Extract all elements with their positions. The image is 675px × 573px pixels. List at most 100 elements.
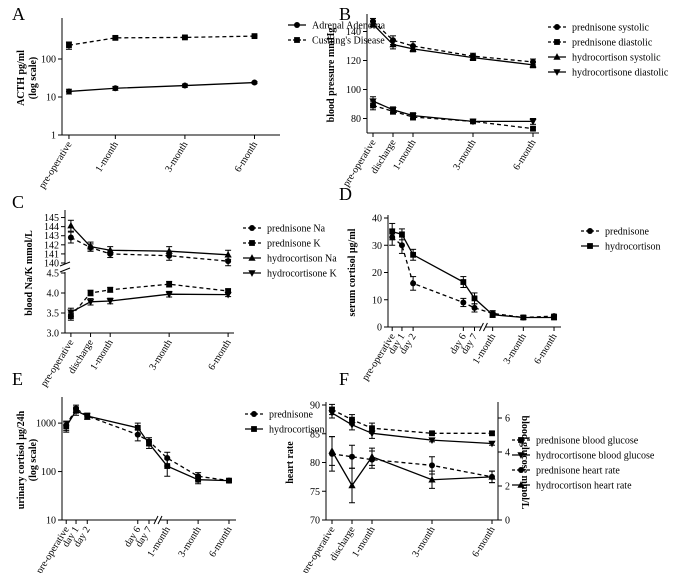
y-tick-label: 100 xyxy=(346,85,361,96)
data-point xyxy=(182,34,188,41)
legend-marker xyxy=(251,411,257,417)
data-point xyxy=(399,231,405,238)
data-point xyxy=(409,112,417,120)
y-tick-label: 10 xyxy=(46,516,56,527)
legend-marker xyxy=(248,270,256,277)
legend-marker xyxy=(517,481,525,488)
data-point xyxy=(146,440,152,447)
series-line xyxy=(372,20,534,63)
legend: Adrenal Adenoma Cushing's Disease xyxy=(288,21,386,47)
y-tick-label: 75 xyxy=(310,487,320,498)
legend-marker xyxy=(587,243,593,249)
data-point xyxy=(67,234,74,241)
series-line xyxy=(372,23,534,66)
series-line xyxy=(392,230,555,319)
series-prednisone-systolic xyxy=(370,17,536,66)
legend-marker xyxy=(249,225,255,231)
data-point xyxy=(106,298,114,305)
series-hydrocortison xyxy=(63,406,232,485)
series-line xyxy=(331,450,493,487)
x-tick-label: 1-month xyxy=(94,140,121,175)
panel-letter: A xyxy=(12,4,25,24)
axes xyxy=(64,210,234,334)
x-tick-label: 3-month xyxy=(147,338,174,373)
y-axis-break xyxy=(62,264,68,272)
series-line xyxy=(70,283,229,317)
series-line xyxy=(68,81,255,93)
data-point xyxy=(460,299,467,306)
panel-letter: B xyxy=(339,4,351,24)
data-point xyxy=(428,475,436,483)
data-point xyxy=(389,107,397,114)
x-tick-label: 6-month xyxy=(511,138,538,173)
legend-label: prednisone xyxy=(269,410,313,421)
data-point xyxy=(164,463,171,469)
y-tick-label: 0 xyxy=(505,516,510,527)
panel-letter: F xyxy=(339,369,349,389)
series-line xyxy=(68,35,255,46)
data-point xyxy=(66,42,72,49)
y-tick-label: 1 xyxy=(51,131,56,142)
legend-label: hydrocortison xyxy=(269,425,325,436)
data-point xyxy=(73,407,79,414)
series-line xyxy=(372,104,534,130)
panel-letter: E xyxy=(12,369,23,389)
series-line xyxy=(70,225,229,256)
y-tick-label: 2 xyxy=(505,482,510,493)
data-point xyxy=(368,452,376,460)
series-line xyxy=(331,412,493,445)
data-point xyxy=(429,430,435,437)
panel-letter: D xyxy=(339,184,352,204)
data-point xyxy=(471,304,478,311)
legend-marker xyxy=(248,254,256,261)
y-axis-break-mark xyxy=(59,261,71,267)
y-tick-label: 80 xyxy=(351,114,361,125)
data-point xyxy=(389,228,396,235)
legend-marker xyxy=(587,228,593,234)
legend-label: hydrocortison heart rate xyxy=(536,481,632,492)
series-hydrocortison-heart-rate xyxy=(328,436,496,504)
y-tick-label: 4.0 xyxy=(47,289,60,300)
chart-panel-e: E 10 100 1000 urinary cortisol μg/24h (log sc… xyxy=(12,369,325,573)
y-tick-label: 3.5 xyxy=(47,309,60,320)
data-point xyxy=(369,20,377,27)
y-axis-label: ACTH pg/ml xyxy=(16,50,27,106)
y-tick-label: 140 xyxy=(44,259,59,270)
y-tick-label: 4 xyxy=(505,448,510,459)
data-point xyxy=(106,246,114,253)
series-hydrocortison xyxy=(389,222,558,321)
data-point xyxy=(225,288,232,294)
y-tick-label: 80 xyxy=(310,458,320,469)
legend-marker xyxy=(249,240,255,246)
legend: prednisone systolic prednisone diastolic h… xyxy=(548,23,669,79)
data-point xyxy=(86,299,95,306)
legend: prednisone hydrocortison xyxy=(245,410,325,436)
x-tick-label: 3-month xyxy=(451,138,478,173)
data-point xyxy=(389,40,397,48)
y-tick-label: 4.5 xyxy=(47,269,60,280)
y-axis-break-mark xyxy=(59,267,71,273)
y-tick-label: 141 xyxy=(44,249,59,260)
series-cushing-s-disease xyxy=(65,33,258,50)
y-tick-label: 85 xyxy=(310,429,320,440)
data-point xyxy=(134,424,141,431)
data-point xyxy=(165,291,173,299)
axes xyxy=(366,14,539,134)
y-tick-label: 20 xyxy=(372,268,382,279)
y-tick-label: 70 xyxy=(310,516,320,527)
legend-label: hydrocortisone blood glucose xyxy=(536,451,655,462)
y-tick-label: 142 xyxy=(44,240,59,251)
legend-label: hydrocortison xyxy=(605,242,661,253)
legend-label: prednisone Na xyxy=(267,224,326,235)
series-prednisone-heart-rate xyxy=(329,436,495,484)
legend-label: hydrocortisone K xyxy=(267,269,337,280)
data-point xyxy=(67,309,75,317)
data-point xyxy=(520,314,527,321)
y-tick-label: 6 xyxy=(505,414,510,425)
series-hydrocortisone-blood-glucose xyxy=(328,407,496,448)
chart-panel-f: F 70 75 80 85 90 0 2 4 6 heart rate blood glucose m… xyxy=(285,369,655,573)
x-tick-label: pre-operative xyxy=(37,139,75,191)
data-point xyxy=(348,422,356,429)
